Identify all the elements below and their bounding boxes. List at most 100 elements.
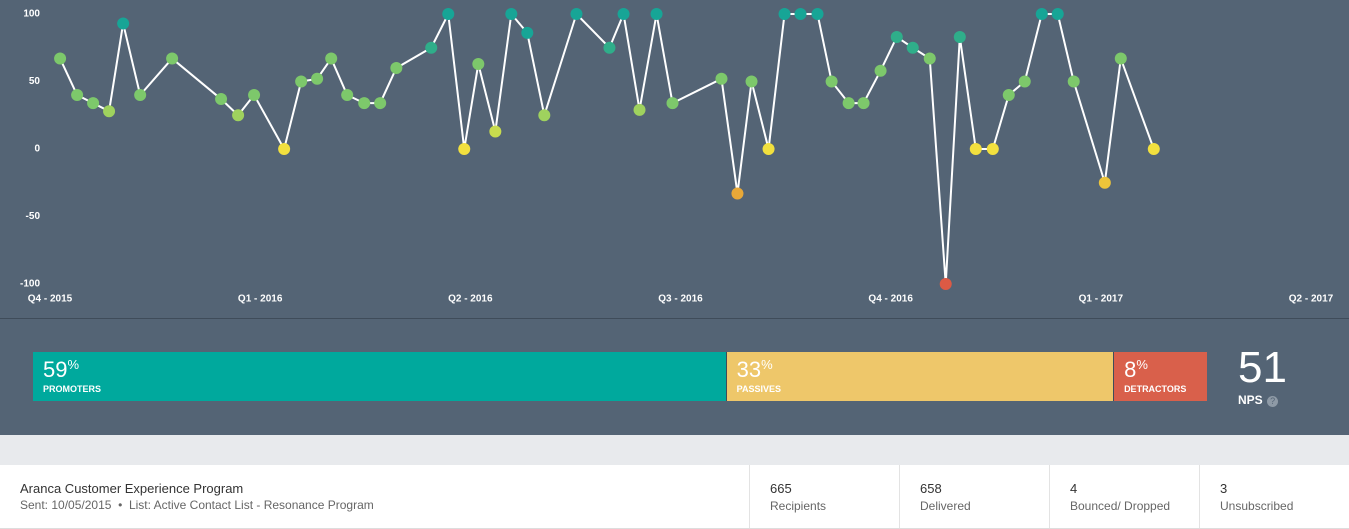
data-point — [134, 89, 147, 101]
stat-value: 3 — [1220, 481, 1228, 496]
data-point — [890, 30, 903, 43]
data-point — [325, 52, 338, 65]
data-point — [505, 8, 518, 20]
stat-value: 658 — [920, 481, 942, 496]
data-point — [939, 278, 952, 290]
data-point — [538, 109, 551, 122]
help-icon[interactable]: ? — [1267, 396, 1279, 407]
data-point — [570, 8, 583, 20]
data-point — [166, 52, 179, 65]
data-point — [923, 52, 936, 65]
data-point — [842, 97, 855, 110]
data-point — [458, 143, 471, 155]
data-point — [857, 97, 870, 110]
x-tick-label: Q1 - 2017 — [1079, 294, 1124, 305]
data-point — [986, 143, 999, 155]
stat-label: Recipients — [770, 499, 827, 513]
segment: 59% PROMOTERS — [33, 352, 726, 401]
data-point — [489, 125, 502, 138]
data-point — [1114, 52, 1127, 65]
data-point — [1035, 8, 1048, 20]
data-point — [825, 75, 838, 88]
stat-label: Delivered — [920, 499, 971, 513]
stat-label: Unsubscribed — [1220, 499, 1294, 513]
data-point — [874, 64, 887, 77]
data-point — [54, 52, 67, 65]
data-point — [1147, 143, 1160, 155]
nps-value: 51 — [1238, 343, 1287, 392]
segment-percent: 8% — [1124, 357, 1148, 382]
data-point — [442, 8, 455, 20]
gap — [0, 435, 1349, 465]
x-tick-label: Q1 - 2016 — [238, 294, 283, 305]
data-point — [390, 62, 403, 74]
data-point — [617, 8, 630, 20]
data-point — [811, 8, 824, 20]
data-point — [731, 187, 744, 200]
data-point — [778, 8, 791, 20]
data-point — [232, 109, 245, 122]
percent-sign: % — [761, 357, 773, 372]
percent-value: 59 — [43, 357, 68, 382]
nps-label: NPS — [1238, 393, 1263, 407]
data-point — [278, 143, 291, 155]
data-point — [666, 97, 679, 110]
stat-value: 4 — [1070, 481, 1078, 496]
data-point — [603, 41, 616, 54]
data-point — [215, 93, 228, 106]
dashboard: -100 -50 0 50 100 Q4 - 2015 Q1 - 2016 Q2 - 2016… — [0, 0, 1349, 435]
segment-percent: 33% — [737, 357, 773, 382]
x-tick-label: Q4 - 2015 — [28, 294, 73, 305]
stat-label: Bounced/ Dropped — [1070, 499, 1171, 513]
program-name: Aranca Customer Experience Program — [20, 481, 244, 496]
line — [59, 10, 1155, 285]
stat: 658 Delivered — [899, 465, 1049, 528]
percent-value: 8 — [1124, 357, 1137, 382]
data-point — [87, 97, 100, 110]
data-point — [745, 75, 758, 88]
data-point — [953, 30, 966, 43]
data-point — [906, 41, 919, 54]
percent-value: 33 — [736, 357, 762, 382]
stat: 4 Bounced/ Dropped — [1049, 465, 1199, 528]
sent-date: Sent: 10/05/2015 — [20, 498, 112, 512]
segment-name: DETRACTORS — [1124, 384, 1187, 394]
data-point — [794, 8, 807, 20]
data-point — [1051, 8, 1064, 20]
data-point — [117, 17, 130, 30]
data-point — [1098, 176, 1111, 189]
data-point — [521, 26, 534, 39]
data-point — [295, 75, 308, 88]
y-tick-label: -50 — [26, 211, 41, 222]
data-point — [425, 41, 438, 54]
segment: 8% DETRACTORS — [1113, 352, 1207, 401]
y-tick-label: 50 — [29, 76, 41, 87]
sent-info: Sent: 10/05/2015 • List: Active Contact … — [20, 498, 374, 512]
data-point — [103, 105, 116, 118]
data-point — [650, 8, 663, 20]
data-point — [341, 89, 354, 101]
y-tick-label: 100 — [23, 9, 40, 20]
data-point — [762, 143, 775, 155]
x-tick-label: Q4 - 2016 — [868, 294, 913, 305]
data-point — [1002, 89, 1015, 101]
list-name: List: Active Contact List - Resonance Pr… — [128, 498, 374, 512]
data-point — [358, 97, 371, 110]
stat-value: 665 — [770, 481, 792, 496]
segment: 33% PASSIVES — [725, 352, 1114, 401]
data-point — [248, 89, 261, 101]
y-tick-label: -100 — [20, 279, 40, 290]
data-point — [715, 72, 728, 85]
percent-sign: % — [1136, 357, 1148, 372]
x-tick-label: Q3 - 2016 — [658, 294, 703, 305]
segment-name: PASSIVES — [736, 384, 782, 394]
nps: 51 NPS ? — [1238, 345, 1287, 409]
data-point — [71, 89, 84, 101]
breakdown-bar: 59% PROMOTERS 33% PASSIVES 8% DETRACTORS — [33, 352, 1207, 401]
data-point — [633, 103, 646, 116]
chart: -100 -50 0 50 100 Q4 - 2015 Q1 - 2016 Q2 - 2016… — [20, 8, 1334, 305]
segment-percent: 59% — [43, 357, 79, 382]
footer: Aranca Customer Experience Program Sent:… — [0, 465, 1349, 529]
divider — [0, 318, 1349, 319]
